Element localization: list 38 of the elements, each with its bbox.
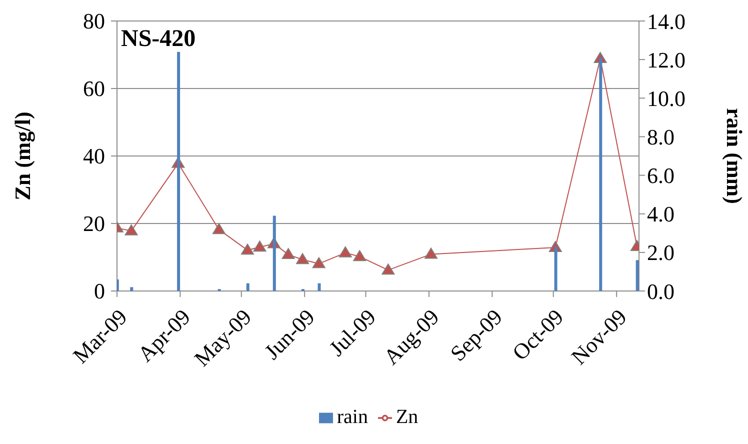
bar (554, 246, 558, 291)
legend-label: Zn (396, 406, 418, 428)
y-tick-label: 60 (83, 76, 105, 101)
point (424, 248, 438, 259)
y2-tick-label: 0.0 (647, 278, 674, 304)
point (241, 244, 254, 255)
bar (117, 279, 119, 291)
point (253, 240, 266, 252)
point (353, 250, 366, 262)
y2-tick-label: 2.0 (647, 240, 674, 266)
y2-tick-label: 8.0 (647, 124, 674, 150)
point (124, 224, 138, 236)
bar (177, 52, 180, 291)
y2-tick-label: 6.0 (647, 163, 674, 188)
y2-tick-label: 12.0 (647, 47, 686, 72)
bar (130, 287, 134, 291)
point (212, 223, 226, 234)
y-tick-label: 40 (83, 144, 105, 168)
bar (636, 260, 639, 291)
point (382, 264, 395, 275)
y-axis-title: Zn (mg/l) (10, 112, 35, 200)
y2-tick-label: 4.0 (647, 202, 674, 227)
point (282, 248, 295, 260)
bar (318, 283, 321, 291)
bar (246, 283, 250, 291)
y2-axis-title: rain (mm) (722, 108, 748, 204)
bar (599, 58, 602, 291)
legend-label: rain (336, 406, 368, 428)
point (312, 257, 326, 268)
y2-tick-label: 10.0 (647, 86, 686, 111)
point (338, 246, 352, 258)
bar (272, 216, 276, 291)
chart-title: NS-420 (121, 26, 196, 53)
y-tick-label: 0 (94, 278, 105, 304)
y-tick-label: 80 (83, 8, 105, 34)
point (296, 253, 310, 264)
y2-tick-label: 14.0 (647, 8, 686, 34)
y-tick-label: 20 (83, 211, 105, 236)
